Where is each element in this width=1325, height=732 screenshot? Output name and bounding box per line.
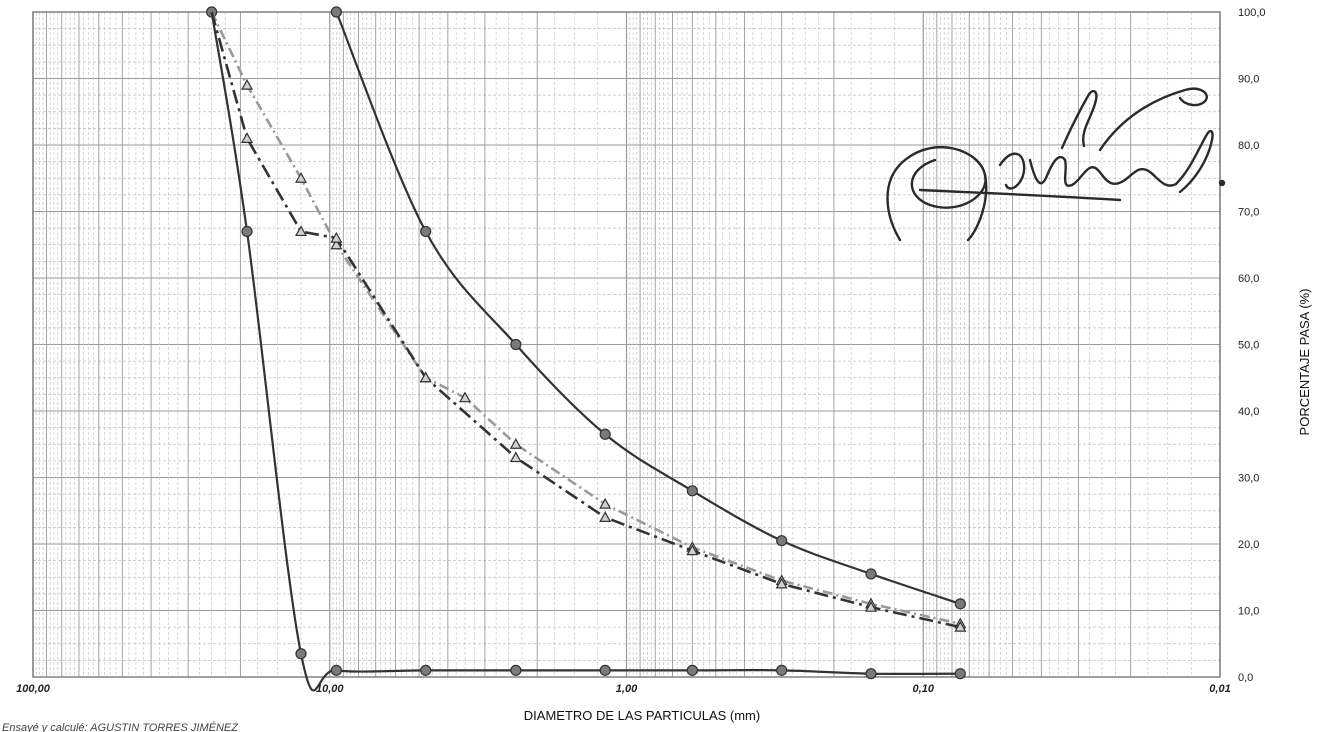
data-point [241, 132, 254, 143]
y-tick-label: 40,0 [1238, 406, 1259, 418]
data-point [330, 231, 343, 243]
x-tick-label: 10,00 [316, 683, 344, 695]
data-point [776, 535, 788, 547]
data-point [599, 428, 611, 440]
y-tick-label: 10,0 [1238, 606, 1259, 618]
plot-frame [32, 11, 1221, 678]
data-point [330, 664, 342, 676]
data-point [294, 172, 308, 183]
data-point [509, 451, 522, 463]
y-tick-label: 60,0 [1238, 273, 1259, 285]
x-tick-label: 1,00 [616, 683, 638, 695]
data-point [295, 648, 307, 660]
x-axis-title: DIAMETRO DE LAS PARTICULAS (mm) [524, 708, 760, 723]
data-point [686, 664, 698, 676]
data-point [419, 371, 432, 383]
data-point [330, 6, 342, 18]
data-point [686, 485, 698, 497]
y-tick-label: 30,0 [1238, 473, 1259, 485]
y-tick-label: 90,0 [1238, 74, 1259, 86]
series-layer [206, 6, 967, 692]
data-point [241, 78, 254, 90]
footer-text: Ensayé y calculé: AGUSTIN TORRES JIMÉNEZ [2, 721, 239, 732]
series-line-2 [210, 11, 961, 626]
data-point [776, 664, 788, 676]
data-point [420, 225, 432, 238]
y-tick-label: 100,0 [1238, 7, 1266, 19]
data-point [864, 600, 878, 612]
data-point [954, 598, 966, 610]
data-point [294, 225, 308, 237]
data-point [865, 668, 877, 680]
data-point [954, 668, 966, 680]
data-point [686, 544, 699, 556]
y-axis-title: PORCENTAJE PASA (%) [1297, 289, 1312, 436]
data-point [509, 438, 522, 449]
data-point [599, 497, 612, 509]
data-point [459, 391, 472, 403]
y-tick-label: 70,0 [1238, 207, 1259, 219]
x-tick-label: 0,01 [1209, 683, 1230, 695]
y-tick-label: 80,0 [1238, 140, 1259, 152]
data-point [599, 664, 611, 676]
y-tick-label: 0,0 [1238, 672, 1253, 684]
x-tick-label: 100,00 [16, 683, 51, 695]
data-point [775, 577, 788, 589]
grid [32, 11, 1221, 678]
data-point [865, 568, 877, 580]
data-point [420, 664, 432, 676]
data-point [954, 620, 967, 632]
data-point [510, 338, 522, 351]
y-tick-label: 20,0 [1238, 539, 1259, 551]
y-tick-label: 50,0 [1238, 340, 1259, 352]
x-tick-label: 0,10 [913, 683, 935, 695]
data-point [241, 225, 253, 238]
data-point [510, 664, 522, 676]
tick-labels: 100,00 10,00 1,00 0,10 0,01 0,0 10,0 20,0 30,0 40… [16, 7, 1265, 695]
signature [886, 87, 1226, 242]
data-point [599, 511, 612, 523]
